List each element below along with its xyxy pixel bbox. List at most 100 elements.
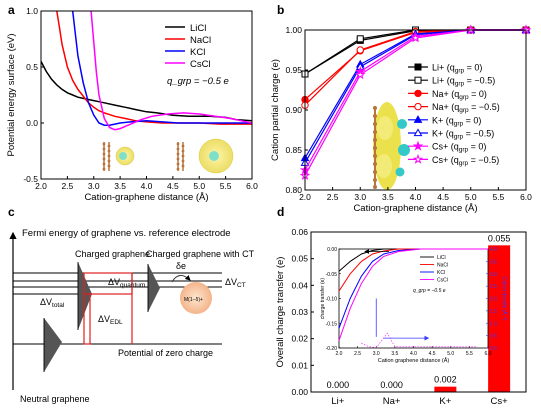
inset-right-tick-label: 3.5: [490, 259, 497, 265]
ion-label: M(1−δ)+: [184, 297, 203, 303]
panel-d-value-label: 0.000: [380, 380, 403, 390]
panel-c-title: Fermi energy of graphene vs. reference e…: [22, 228, 231, 239]
panel-d-inset: 2.0 2.5 3.0 3.5 4.0 4.5 5.0 5.5 6.0 0.00 -0.05 -0.1…: [320, 247, 508, 364]
panel-b-xlabel: Cation-graphene distance (Å): [353, 203, 477, 214]
panel-d-ytick-label: 0.05: [291, 254, 308, 264]
panel-label-b: b: [277, 3, 284, 17]
inset-right-tick-label: 2.0: [490, 297, 497, 303]
legend-b-label: Cs+ (qgrp = −0.5): [432, 155, 499, 167]
charged-graphene-ct-label: Charged graphene with CT: [146, 249, 255, 259]
legend-b-marker: [413, 128, 423, 137]
panel-d-category-label: Cs+: [491, 396, 509, 407]
panel-d-ytick-label: 0.06: [291, 227, 308, 237]
panel-a-xtick-label: 3.5: [114, 181, 126, 191]
panel-a-ytick-label: 0.0: [26, 118, 38, 128]
inset-ytick-label: -0.05: [326, 272, 338, 278]
panel-a-xlabel: Cation-graphene distance (Å): [84, 192, 208, 203]
panel-b-ytick-label: 0.80: [285, 185, 302, 195]
panel-a-xtick-label: 2.0: [35, 181, 47, 191]
inset-ytick-label: 0.00: [327, 247, 337, 253]
dv-total-label: ΔVtotal: [40, 297, 65, 309]
panel-d-value-label: 0.000: [327, 380, 350, 390]
legend-a-cscl: CsCl: [190, 59, 211, 70]
inset-right-tick-label: 0.0: [490, 346, 497, 352]
panel-b-data-point: [354, 69, 366, 80]
panel-d-value-label: 0.055: [488, 233, 511, 243]
panel-b-ytick-label: 0.85: [285, 145, 302, 155]
inset-frame: [338, 248, 489, 349]
panel-d-ytick-label: 0.04: [291, 280, 308, 290]
panel-c-diagram: Fermi energy of graphene vs. reference e…: [9, 228, 255, 404]
legend-b-marker: [414, 63, 422, 71]
legend-b-label: Li+ (qgrp = −0.5): [432, 76, 495, 88]
panel-d-bar: [434, 386, 457, 392]
inset-right-tick-label: 1.5: [490, 309, 497, 315]
legend-b-marker: [414, 89, 422, 98]
panel-a-xtick-label: 2.5: [61, 181, 73, 191]
panel-a-series-nacl: [56, 11, 252, 125]
inset-xtick-label: 2.0: [336, 351, 343, 357]
panel-d-category-label: K+: [439, 396, 451, 407]
inset-xtick-label: 3.0: [373, 351, 380, 357]
panel-a-series-licl: [41, 61, 252, 122]
panel-b-xtick-label: 3.0: [354, 192, 366, 202]
panel-d-ytick-label: 0.03: [291, 307, 308, 317]
panel-d-ylabel: Overall charge transfer (e): [275, 257, 286, 368]
inset-density-curve: [361, 332, 477, 348]
inset-xtick-label: 4.0: [410, 351, 417, 357]
pzc-label: Potential of zero charge: [118, 348, 213, 358]
panel-d-ytick-label: 0.00: [291, 387, 308, 397]
panel-b-xtick-label: 4.5: [437, 192, 449, 202]
legend-b-label: Na+ (qgrp = 0): [432, 89, 487, 101]
inset-legend-label: CsCl: [437, 278, 448, 284]
inset-legend-label: NaCl: [437, 263, 448, 269]
inset-legend-label: KCl: [437, 270, 445, 276]
dv-edl-label: ΔVEDL: [98, 314, 123, 326]
inset-ytick-label: -0.15: [326, 321, 338, 327]
panel-b-series-line: [304, 29, 526, 164]
inset-xtick-label: 3.5: [391, 351, 398, 357]
inset-series-cscl: [338, 248, 488, 341]
inset-xtick-label: 4.5: [429, 351, 436, 357]
panel-b-xtick-label: 2.5: [327, 192, 339, 202]
legend-a-licl: LiCl: [190, 23, 206, 34]
legend-a-kcl: KCl: [190, 47, 205, 58]
panel-b-ytick-label: 1.00: [285, 25, 302, 35]
inset-legend-label: LiCl: [437, 255, 446, 261]
inset-ytick-label: -0.20: [326, 346, 338, 352]
inset-xtick-label: 2.5: [354, 351, 361, 357]
panel-b-chart: 2.0 2.5 3.0 3.5 4.0 4.5 5.0 5.5 6.0 0.80 0.85 0.90 0…: [270, 24, 532, 214]
panel-a-ytick-label: 1.0: [26, 6, 38, 16]
panel-b-xtick-label: 6.0: [520, 192, 532, 202]
inset-ylabel-left: charge transfer (e): [320, 278, 326, 319]
inset-right-tick-label: 0.5: [490, 334, 497, 340]
panel-b-legend: Li+ (qgrp = 0)Li+ (qgrp = −0.5)Na+ (qgrp…: [408, 63, 500, 167]
inset-ylabel-right: Cation density (Å⁻³): [501, 276, 508, 320]
panel-b-xtick-label: 5.0: [465, 192, 477, 202]
dv-ct-label: ΔVCT: [225, 277, 246, 289]
inset-xtick-label: 5.5: [466, 351, 473, 357]
panel-b-xtick-label: 5.5: [492, 192, 504, 202]
inset-xlabel: Cation graphene distance (Å): [378, 357, 450, 364]
panel-b-xtick-label: 3.5: [382, 192, 394, 202]
panel-b-data-point: [410, 32, 421, 43]
legend-b-marker: [412, 140, 424, 151]
inset-right-tick-label: 2.5: [490, 284, 497, 290]
panel-a-series-kcl: [71, 11, 252, 126]
panel-d-value-label: 0.002: [434, 375, 457, 385]
legend-b-label: Cs+ (qgrp = 0): [432, 142, 486, 154]
dv-quantum-label: ΔVquantum: [108, 277, 145, 289]
legend-b-label: K+ (qgrp = −0.5): [432, 129, 494, 141]
legend-b-label: K+ (qgrp = 0): [432, 115, 481, 127]
panel-b-xtick-label: 2.0: [299, 192, 311, 202]
panel-b-inset-graphics: [373, 102, 410, 190]
panel-label-d: d: [277, 205, 284, 219]
inset-right-tick-label: 1.0: [490, 321, 497, 327]
panel-a-ytick-label: 0.5: [26, 62, 38, 72]
panel-a-inset-graphics: [102, 138, 234, 174]
panel-a-xtick-label: 5.0: [193, 181, 205, 191]
panel-a-annotation: q_grp = −0.5 e: [167, 76, 229, 87]
neutral-graphene-label: Neutral graphene: [20, 394, 90, 404]
